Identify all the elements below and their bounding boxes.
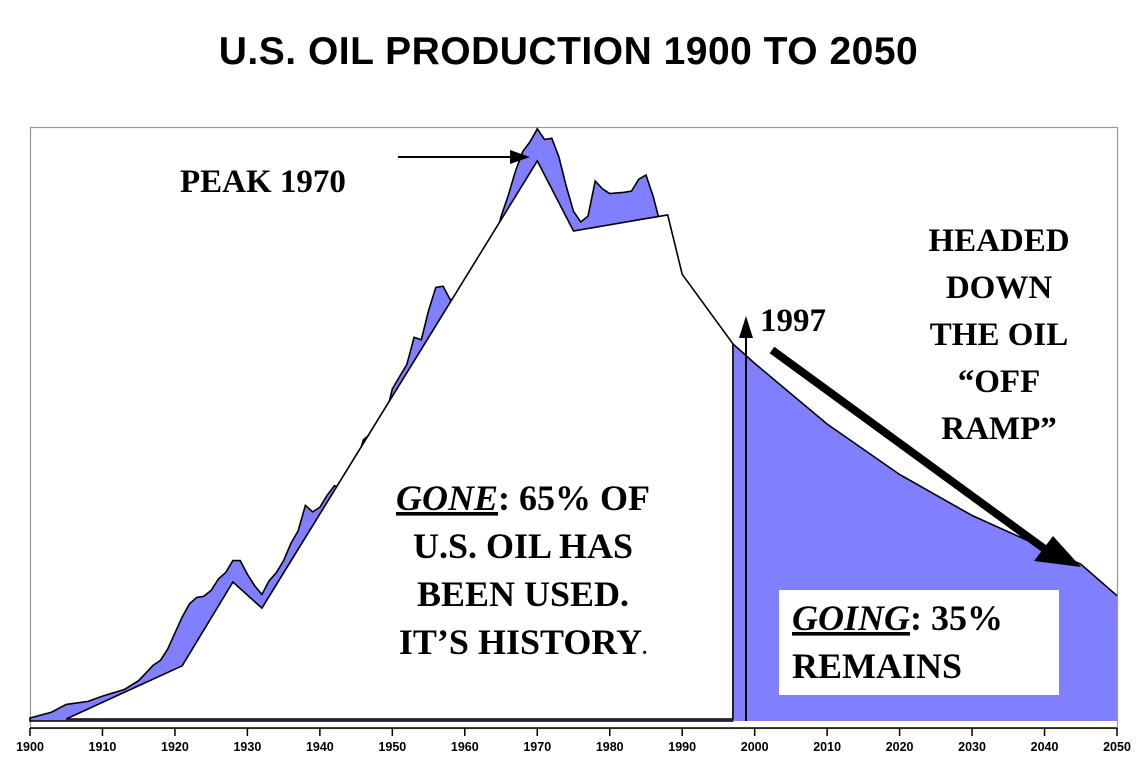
gone-region [65,159,734,720]
chart-title: U.S. OIL PRODUCTION 1900 TO 2050 [218,30,919,73]
x-tick-label: 1910 [89,740,117,754]
x-tick-label: 2050 [1103,740,1131,754]
gone-line-4-text: IT’S HISTORY [399,622,642,662]
x-tick-label: 1960 [451,740,479,754]
x-tick-label: 1970 [523,740,551,754]
x-tick-label: 1990 [668,740,696,754]
peak-arrowhead [510,150,530,164]
gone-annotation: GONE: 65% OF U.S. OIL HAS BEEN USED. IT’… [396,478,650,662]
x-tick-label: 2030 [958,740,986,754]
year-1997-label: 1997 [760,303,826,339]
x-tick-label: 1940 [306,740,334,754]
x-tick-label: 1950 [378,740,406,754]
off-ramp-arrowhead [1034,536,1081,567]
gone-line-2: U.S. OIL HAS [413,526,633,566]
year-1997-arrowhead [739,316,753,338]
x-tick-label: 1930 [233,740,261,754]
gone-line-1-rest: : 65% OF [498,478,650,518]
headed-down-annotation: HEADED DOWN THE OIL “OFF RAMP” [928,223,1069,447]
x-axis: 1900 1910 1920 1930 1940 1950 1960 1970 1980 1990… [16,727,1131,754]
headed-line-2: DOWN [946,270,1053,306]
x-tick-label: 1920 [161,740,189,754]
headed-line-1: HEADED [928,223,1069,259]
going-line-2: REMAINS [792,646,962,686]
headed-line-3: THE OIL [930,317,1068,353]
x-tick-label: 1900 [16,740,44,754]
peak-annotation: PEAK 1970 [180,164,346,200]
going-line-1-rest: : 35% [910,598,1003,638]
x-tick-label: 2010 [813,740,841,754]
x-tick-label: 2000 [741,740,769,754]
gone-word: GONE [396,478,498,518]
gone-line-4-period: . [642,637,647,659]
going-line-1: GOING: 35% [792,598,1003,638]
x-tick-label: 2040 [1031,740,1059,754]
gone-line-4: IT’S HISTORY. [399,622,647,662]
headed-line-5: RAMP” [941,411,1056,447]
gone-line-1: GONE: 65% OF [396,478,650,518]
going-word: GOING [792,598,910,638]
x-tick-label: 1980 [596,740,624,754]
headed-line-4: “OFF [958,364,1040,400]
off-ramp-arrow [769,346,1049,554]
gone-line-3: BEEN USED. [417,574,629,614]
going-box [779,590,1059,695]
going-annotation: GOING: 35% REMAINS [792,598,1003,686]
x-tick-label: 2020 [886,740,914,754]
